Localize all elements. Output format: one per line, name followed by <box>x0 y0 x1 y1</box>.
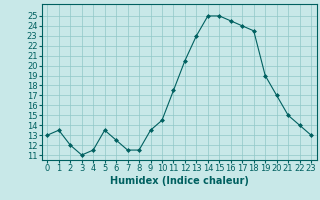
X-axis label: Humidex (Indice chaleur): Humidex (Indice chaleur) <box>110 176 249 186</box>
